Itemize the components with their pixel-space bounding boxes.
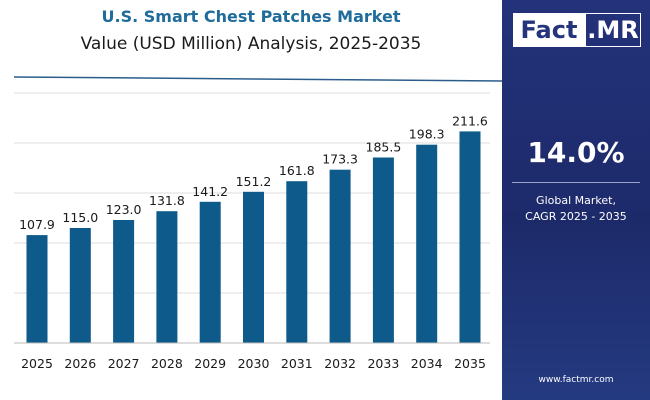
x-tick-2033: 2033	[367, 356, 399, 371]
website-link[interactable]: www.factmr.com	[538, 375, 614, 385]
x-tick-2031: 2031	[281, 356, 313, 371]
bar-2028	[156, 211, 178, 343]
x-tick-2029: 2029	[194, 356, 226, 371]
value-label-2029: 141.2	[192, 184, 228, 199]
chart-title: U.S. Smart Chest Patches Market	[101, 7, 401, 26]
value-label-2035: 211.6	[452, 113, 488, 128]
value-label-2026: 115.0	[62, 210, 98, 225]
x-tick-2025: 2025	[21, 356, 53, 371]
x-axis-tick-labels: 2025 2026 2027 2028 2029 2030 2031 2032 2033 2034…	[21, 356, 486, 371]
cagr-value: 14.0%	[527, 136, 625, 169]
x-tick-2030: 2030	[238, 356, 270, 371]
value-label-2030: 151.2	[236, 174, 272, 189]
bar-2032	[329, 169, 351, 343]
x-tick-2034: 2034	[411, 356, 443, 371]
x-tick-2026: 2026	[64, 356, 96, 371]
bar-2033	[372, 157, 394, 343]
value-label-2027: 123.0	[106, 202, 142, 217]
value-labels: 107.9 115.0 123.0 131.8 141.2 151.2 161.8 173.3…	[19, 113, 488, 232]
bar-2031	[286, 181, 308, 343]
x-tick-2032: 2032	[324, 356, 356, 371]
logo-fact-text: Fact	[513, 13, 585, 47]
logo-mr-text: .MR	[585, 13, 641, 47]
value-label-2025: 107.9	[19, 217, 55, 232]
title-divider	[13, 76, 502, 82]
value-label-2031: 161.8	[279, 163, 315, 178]
bar-2027	[113, 220, 135, 343]
value-label-2034: 198.3	[409, 127, 445, 142]
cagr-label-line2: CAGR 2025 - 2035	[525, 210, 627, 223]
chart-subtitle: Value (USD Million) Analysis, 2025-2035	[80, 34, 422, 54]
bars	[26, 131, 481, 343]
bar-2030	[243, 191, 264, 343]
x-tick-2028: 2028	[151, 356, 183, 371]
bar-chart: 107.9 115.0 123.0 131.8 141.2 151.2 161.8 173.3…	[13, 76, 502, 371]
bar-2035	[459, 131, 481, 343]
x-tick-2027: 2027	[108, 356, 140, 371]
bar-2029	[199, 201, 221, 343]
factmr-logo: Fact .MR	[513, 13, 641, 47]
value-label-2028: 131.8	[149, 193, 185, 208]
cagr-divider	[512, 182, 640, 183]
value-label-2033: 185.5	[366, 140, 402, 155]
sidebar-panel: Fact .MR 14.0% Global Market, CAGR 2025 …	[502, 0, 650, 400]
bar-2026	[69, 228, 91, 343]
value-label-2032: 173.3	[322, 152, 358, 167]
cagr-label-line1: Global Market,	[536, 194, 616, 207]
bar-2034	[416, 144, 438, 343]
bar-2025	[26, 235, 48, 343]
x-tick-2035: 2035	[454, 356, 486, 371]
cagr-label: Global Market, CAGR 2025 - 2035	[502, 193, 650, 225]
